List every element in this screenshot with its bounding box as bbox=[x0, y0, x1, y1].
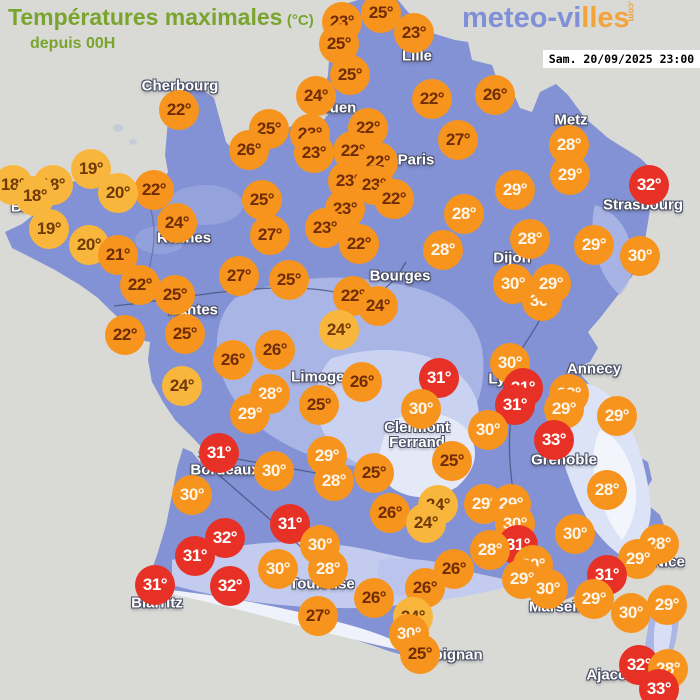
temp-bubble: 29° bbox=[597, 396, 637, 436]
temp-bubble: 32° bbox=[205, 518, 245, 558]
temp-bubble: 24° bbox=[358, 286, 398, 326]
temp-bubble: 25° bbox=[165, 314, 205, 354]
temp-bubble: 22° bbox=[159, 90, 199, 130]
city-label: Strasbourg bbox=[602, 196, 684, 214]
temp-bubble: 22° bbox=[374, 179, 414, 219]
temp-bubble: 18° bbox=[15, 176, 55, 216]
temp-bubble: 25° bbox=[330, 55, 370, 95]
temp-bubble: 30° bbox=[468, 410, 508, 450]
temp-bubble: 22° bbox=[134, 170, 174, 210]
page-title-unit: (°C) bbox=[286, 12, 314, 29]
logo-part-orange: lles bbox=[581, 2, 630, 34]
temp-bubble: 25° bbox=[432, 441, 472, 481]
city-label: Annecy bbox=[566, 360, 622, 378]
datetime-badge: Sam. 20/09/2025 23:00 bbox=[543, 50, 700, 68]
temp-bubble: 23° bbox=[294, 133, 334, 173]
temp-bubble: 29° bbox=[531, 264, 571, 304]
temp-bubble: 28° bbox=[444, 194, 484, 234]
temp-bubble: 31° bbox=[135, 565, 175, 605]
temp-bubble: 22° bbox=[120, 265, 160, 305]
temp-bubble: 32° bbox=[629, 165, 669, 205]
temp-bubble: 29° bbox=[550, 155, 590, 195]
temp-bubble: 29° bbox=[230, 394, 270, 434]
temp-bubble: 19° bbox=[71, 149, 111, 189]
city-label: Paris bbox=[397, 151, 435, 169]
temp-bubble: 23° bbox=[305, 208, 345, 248]
temp-bubble: 30° bbox=[254, 451, 294, 491]
temp-bubble: 30° bbox=[528, 569, 568, 609]
temp-bubble: 31° bbox=[175, 536, 215, 576]
temp-bubble: 24° bbox=[296, 76, 336, 116]
temp-bubble: 26° bbox=[229, 130, 269, 170]
temp-bubble: 28° bbox=[308, 549, 348, 589]
temp-bubble: 26° bbox=[354, 578, 394, 618]
temp-bubble: 26° bbox=[434, 549, 474, 589]
temp-bubble: 28° bbox=[510, 219, 550, 259]
temp-bubble: 27° bbox=[298, 596, 338, 636]
temp-bubble: 30° bbox=[401, 389, 441, 429]
page-title: Températures maximales bbox=[8, 4, 283, 30]
temp-bubble: 25° bbox=[269, 260, 309, 300]
temp-bubble: 26° bbox=[475, 75, 515, 115]
temp-bubble: 27° bbox=[219, 256, 259, 296]
city-label: Metz bbox=[554, 111, 588, 129]
temp-bubble: 25° bbox=[155, 275, 195, 315]
temp-bubble: 29° bbox=[647, 585, 687, 625]
temp-bubble: 22° bbox=[339, 224, 379, 264]
temp-bubble: 28° bbox=[587, 470, 627, 510]
temp-bubble: 26° bbox=[342, 362, 382, 402]
temp-bubble: 28° bbox=[423, 230, 463, 270]
page-subtitle: depuis 00H bbox=[30, 35, 116, 52]
temp-bubble: 24° bbox=[162, 366, 202, 406]
temp-bubble: 29° bbox=[495, 170, 535, 210]
temp-bubble: 28° bbox=[314, 461, 354, 501]
temp-bubble: 25° bbox=[354, 453, 394, 493]
channel-islands bbox=[113, 124, 137, 145]
temp-bubble: 25° bbox=[299, 385, 339, 425]
city-label: Bourges bbox=[369, 267, 431, 285]
temp-bubble: 26° bbox=[370, 493, 410, 533]
temp-bubble: 27° bbox=[250, 215, 290, 255]
temp-bubble: 25° bbox=[249, 109, 289, 149]
temp-bubble: 33° bbox=[534, 420, 574, 460]
temp-bubble: 30° bbox=[555, 514, 595, 554]
logo-part-blue: meteo-vi bbox=[462, 2, 582, 34]
temp-bubble: 31° bbox=[199, 433, 239, 473]
temp-bubble: 30° bbox=[611, 593, 651, 633]
temp-bubble: 23° bbox=[394, 13, 434, 53]
map-header: Températures maximales (°C) depuis 00H bbox=[8, 4, 314, 54]
temp-bubble: 25° bbox=[242, 180, 282, 220]
temp-bubble: 22° bbox=[412, 79, 452, 119]
temp-bubble: 28° bbox=[470, 530, 510, 570]
city-label: Limoges bbox=[291, 368, 353, 386]
temp-bubble: 27° bbox=[438, 120, 478, 160]
temp-bubble: 33° bbox=[639, 669, 679, 700]
temp-bubble: 26° bbox=[213, 340, 253, 380]
temp-bubble: 32° bbox=[210, 566, 250, 606]
temp-bubble: 30° bbox=[620, 236, 660, 276]
temp-bubble: 24° bbox=[406, 503, 446, 543]
temp-bubble: 25° bbox=[400, 634, 440, 674]
logo-suffix: .com bbox=[626, 0, 637, 22]
temp-bubble: 22° bbox=[105, 315, 145, 355]
temp-bubble: 29° bbox=[574, 225, 614, 265]
temp-bubble: 30° bbox=[258, 549, 298, 589]
temp-bubble: 24° bbox=[157, 203, 197, 243]
meteo-villes-logo[interactable]: meteo-villes .com bbox=[462, 0, 636, 35]
temp-bubble: 29° bbox=[574, 579, 614, 619]
city-label: Cherbourg bbox=[141, 77, 219, 95]
temp-bubble: 19° bbox=[29, 209, 69, 249]
temp-bubble: 26° bbox=[255, 330, 295, 370]
temp-bubble: 20° bbox=[69, 225, 109, 265]
temp-bubble: 24° bbox=[319, 310, 359, 350]
temp-bubble: 30° bbox=[172, 475, 212, 515]
temp-bubble: 20° bbox=[98, 173, 138, 213]
